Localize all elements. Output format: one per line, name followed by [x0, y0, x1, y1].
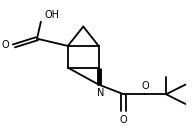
Text: O: O — [141, 81, 149, 91]
Text: O: O — [1, 40, 9, 50]
Text: O: O — [120, 115, 128, 125]
Text: N: N — [97, 88, 104, 98]
Text: OH: OH — [45, 10, 60, 20]
